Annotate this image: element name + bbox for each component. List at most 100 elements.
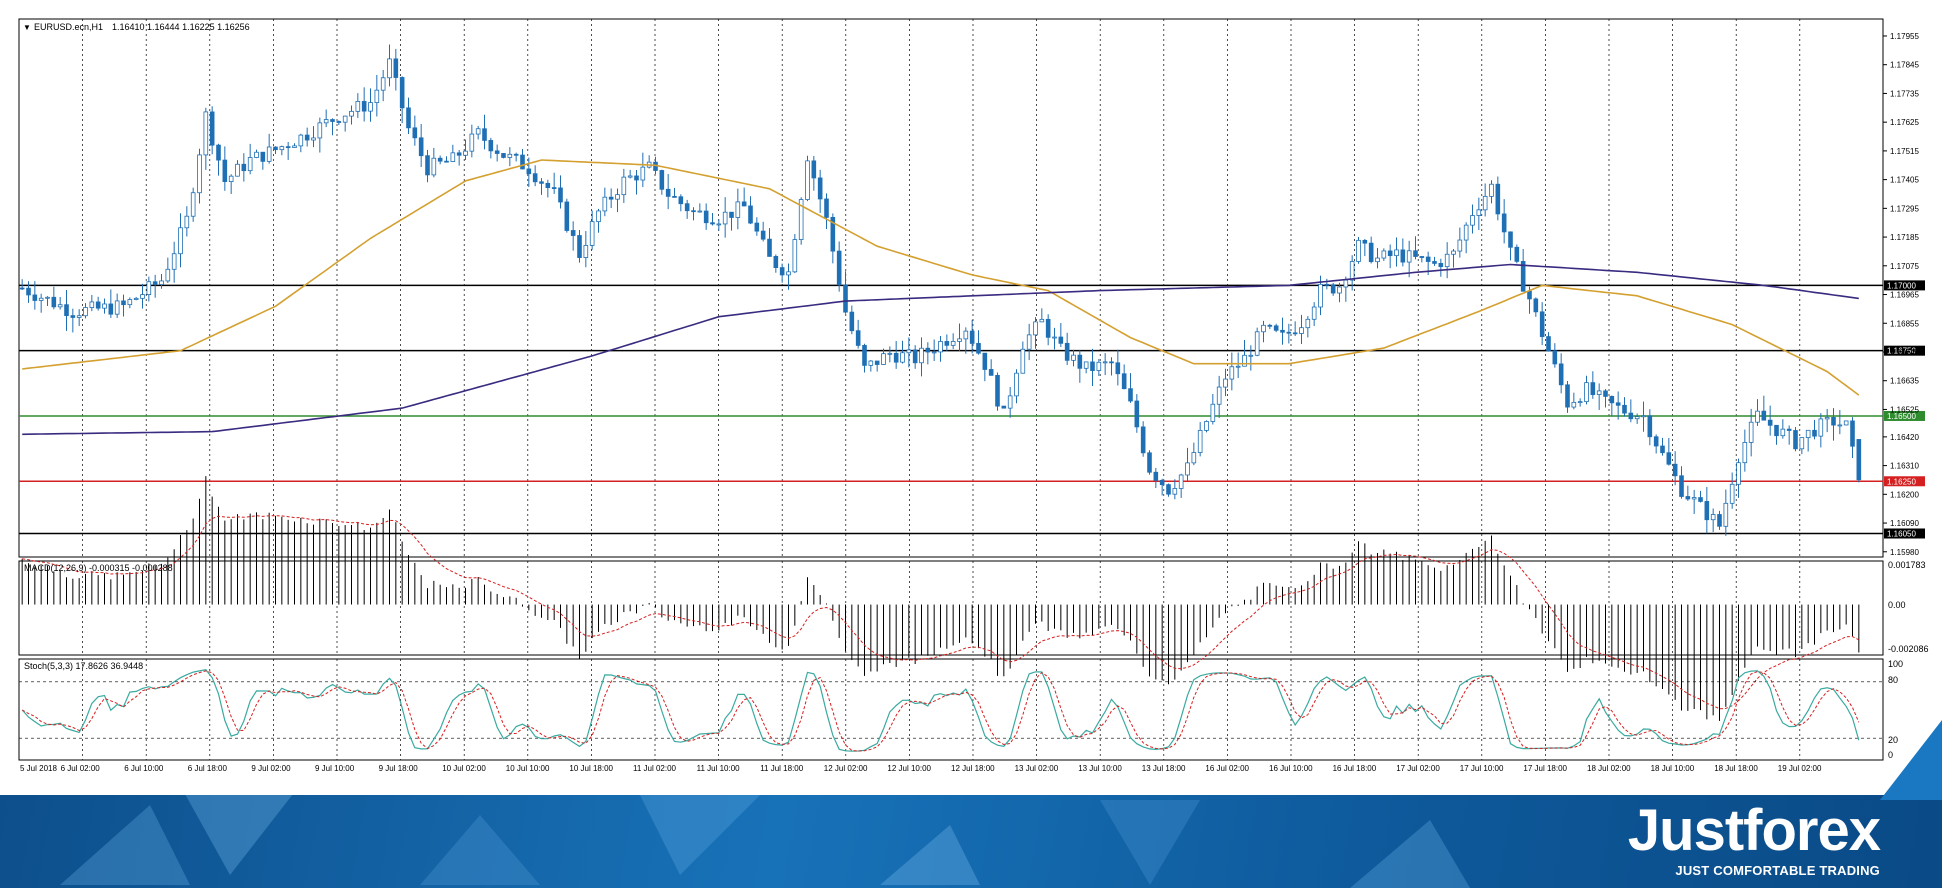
candle-body — [1147, 452, 1152, 473]
candle-body — [1704, 501, 1710, 521]
candle-body — [393, 58, 399, 78]
candle-body — [19, 287, 25, 290]
candle-body — [1691, 497, 1697, 500]
candle-body — [798, 199, 804, 240]
candle-body — [32, 294, 38, 301]
candle-body — [520, 154, 525, 170]
candle-body — [1755, 410, 1760, 423]
time-axis: 5 Jul 2018 6 Jul 02:00 6 Jul 10:00 6 Jul 18… — [20, 764, 1822, 773]
candle-body — [1343, 279, 1349, 288]
candle-body — [1033, 321, 1038, 336]
dropdown-triangle-icon[interactable]: ▼ — [23, 23, 31, 32]
candle-body — [944, 341, 950, 346]
candle-body — [1362, 239, 1368, 244]
y-tick-label: 1.16310 — [1890, 462, 1919, 471]
macd-histogram — [21, 476, 1860, 721]
candle-body — [1850, 420, 1855, 447]
candle-body — [703, 210, 709, 224]
candle-body — [558, 187, 563, 203]
candle-body — [741, 201, 747, 207]
x-tick-label: 13 Jul 18:00 — [1142, 764, 1186, 773]
candle-body — [1470, 215, 1475, 226]
candle-body — [849, 311, 855, 332]
candle-body — [273, 146, 278, 151]
candle-body — [1495, 183, 1501, 215]
x-tick-label: 17 Jul 18:00 — [1523, 764, 1567, 773]
candle-body — [203, 111, 209, 156]
candle-body — [678, 196, 684, 205]
price-level-label: 1.16750 — [1887, 347, 1916, 356]
candle-body — [767, 238, 772, 257]
candle-body — [1843, 420, 1849, 426]
candle-body — [425, 155, 430, 176]
candle-body — [513, 153, 519, 156]
candle-body — [874, 360, 880, 365]
candle-body — [184, 215, 190, 229]
x-tick-label: 11 Jul 02:00 — [633, 764, 677, 773]
candle-body — [729, 211, 734, 218]
x-tick-label: 11 Jul 10:00 — [697, 764, 741, 773]
candle-body — [1565, 384, 1570, 408]
candle-body — [545, 182, 551, 188]
y-tick-label: 1.17515 — [1890, 147, 1919, 156]
candle-body — [634, 175, 639, 181]
candle-body — [919, 347, 924, 364]
candle-body — [957, 338, 962, 342]
candle-body — [1248, 354, 1254, 357]
x-tick-label: 12 Jul 02:00 — [824, 764, 868, 773]
candle-body — [855, 330, 861, 346]
candle-body — [1375, 257, 1380, 263]
candle-body — [152, 281, 158, 285]
macd-label: MACD(12,26,9) -0.000315 -0.000288 — [24, 563, 173, 573]
candle-body — [380, 77, 386, 91]
candle-body — [836, 250, 842, 286]
x-tick-label: 16 Jul 02:00 — [1205, 764, 1249, 773]
candle-body — [1672, 463, 1678, 477]
candle-body — [266, 146, 272, 162]
candle-body — [76, 315, 82, 318]
y-tick-label: 1.16635 — [1890, 377, 1919, 386]
candle-body — [1286, 331, 1292, 334]
candle-body — [1489, 183, 1494, 197]
candle-body — [482, 128, 487, 141]
candle-body — [450, 152, 456, 162]
candle-body — [1666, 452, 1672, 465]
candle-body — [133, 297, 139, 300]
candle-body — [1622, 404, 1627, 414]
macd-tick-top: 0.001783 — [1888, 560, 1926, 570]
candle-body — [1337, 286, 1342, 294]
candle-body — [1647, 415, 1653, 438]
candle-body — [1007, 395, 1013, 409]
candle-body — [399, 77, 405, 109]
candle-body — [830, 217, 836, 252]
candle-body — [1292, 332, 1298, 335]
candle-body — [342, 115, 348, 123]
candle-body — [38, 297, 44, 301]
x-tick-label: 9 Jul 02:00 — [251, 764, 291, 773]
candles — [19, 44, 1862, 536]
candle-body — [1685, 496, 1691, 500]
candle-body — [1096, 361, 1102, 371]
candle-body — [805, 160, 810, 200]
stoch-tick-100: 100 — [1888, 659, 1903, 669]
candle-body — [1185, 462, 1190, 476]
candle-body — [1368, 242, 1374, 263]
candle-body — [1425, 256, 1431, 262]
candle-body — [1159, 479, 1165, 486]
candle-body — [786, 271, 791, 276]
y-tick-label: 1.17735 — [1890, 89, 1919, 98]
macd-tick-bottom: -0.002086 — [1888, 644, 1929, 654]
candle-body — [1774, 424, 1779, 437]
candle-body — [1780, 428, 1786, 437]
price-level-tag — [1884, 476, 1925, 487]
brand-tagline: JUST COMFORTABLE TRADING — [1675, 863, 1880, 878]
price-level-tag — [1884, 280, 1925, 291]
candle-body — [241, 163, 247, 172]
candle-body — [1793, 430, 1798, 450]
candle-body — [1824, 417, 1830, 420]
candle-body — [108, 303, 114, 315]
y-tick-label: 1.17845 — [1890, 61, 1919, 70]
candle-body — [114, 300, 120, 315]
candle-body — [1191, 452, 1197, 464]
candle-body — [1020, 348, 1026, 374]
